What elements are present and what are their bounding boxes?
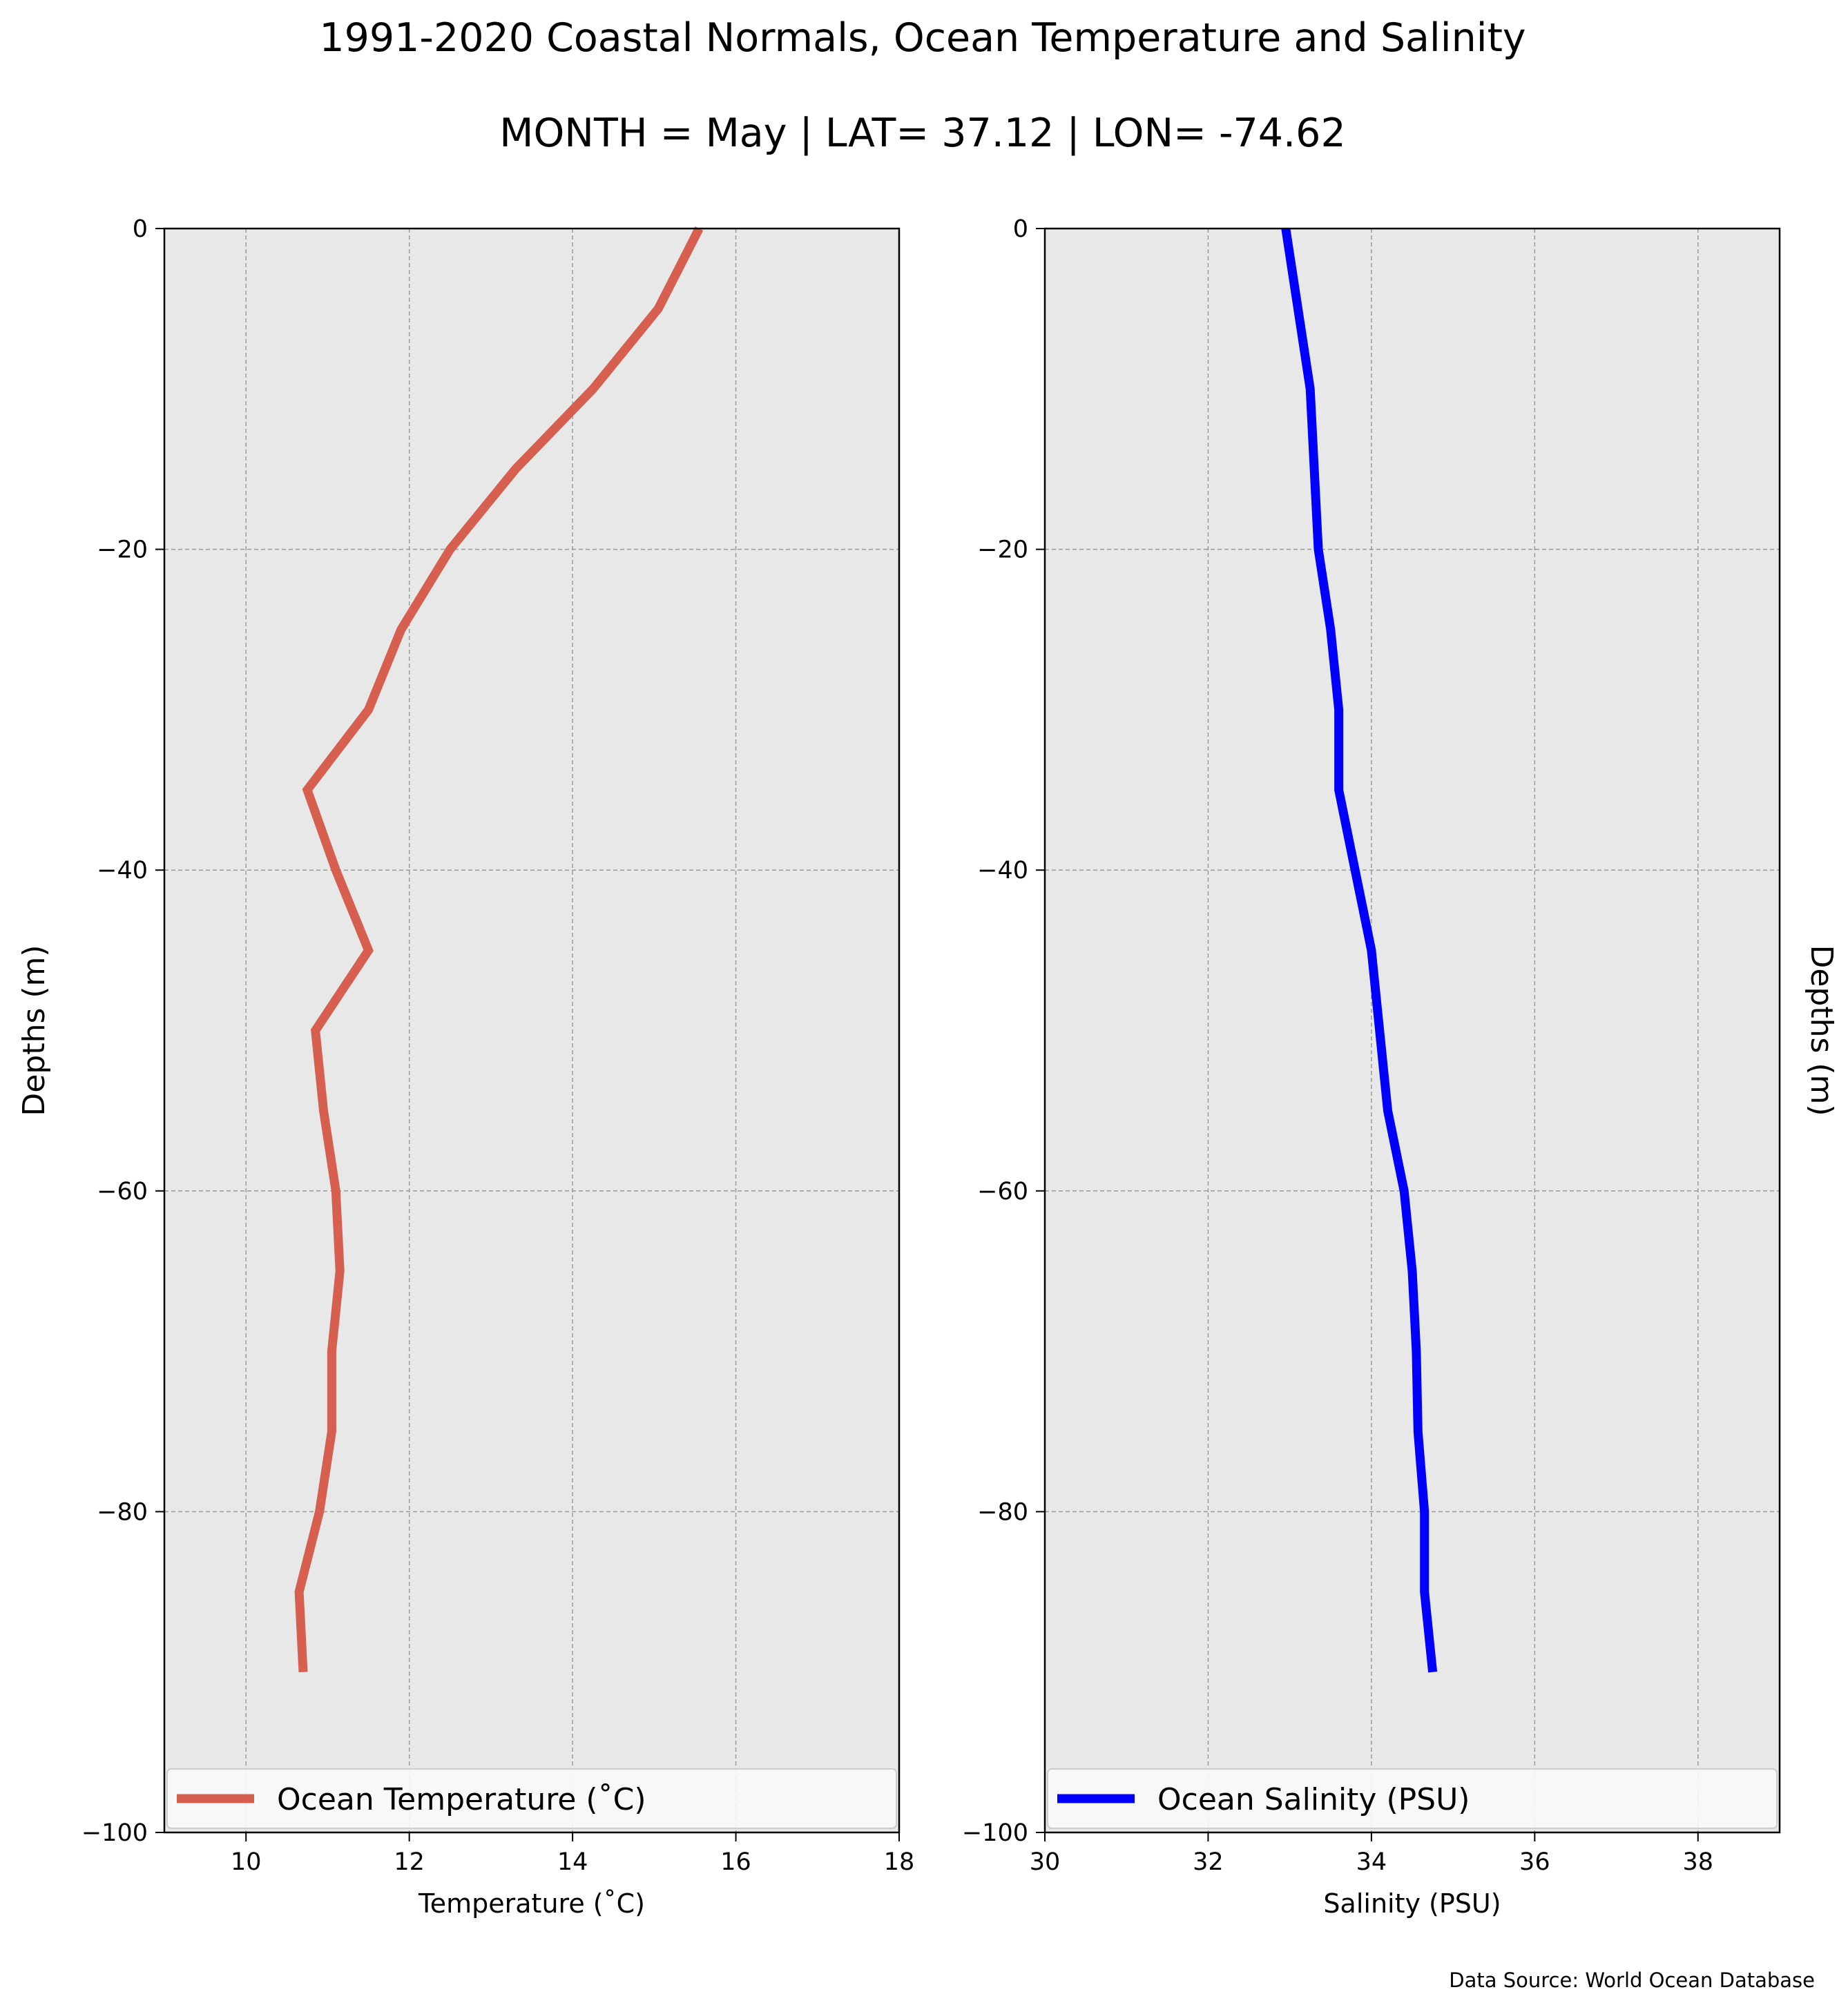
panel-1-legend-label-1: Ocean Temperature (˚C) xyxy=(277,1782,646,1817)
panel-2-frame xyxy=(1043,227,1781,1834)
panel-2-x-tick-label-4: 36 xyxy=(1519,1848,1550,1876)
figure-title: 1991-2020 Coastal Normals, Ocean Tempera… xyxy=(319,15,1525,61)
panel-1-background xyxy=(164,229,899,1832)
panel-1-y-tick-label-1: 0 xyxy=(133,215,148,243)
salinity-panel: Ocean Salinity (PSU) 30 32 34 36 38 0 −20 −40 −60… xyxy=(962,215,1839,1919)
panel-2-x-tick-label-3: 34 xyxy=(1356,1848,1387,1876)
panel-1-x-tick-label-5: 18 xyxy=(884,1848,915,1876)
panel-2-legend-box xyxy=(1047,1768,1778,1829)
panel-1-series-line-1 xyxy=(294,226,704,1673)
panel-1-y-tick-label-3: −40 xyxy=(97,857,148,884)
panel-2-y-axis-label: Depths (m) xyxy=(1804,945,1839,1116)
panel-2-y-tick-label-5: −80 xyxy=(977,1498,1028,1526)
panel-2-y-tick-label-2: −20 xyxy=(977,536,1028,564)
panel-1-y-tick-label-6: −100 xyxy=(81,1819,148,1847)
temperature-panel: Ocean Temperature (˚C) 10 12 14 16 18 0 −20 −40 −… xyxy=(17,215,914,1919)
data-source-note: Data Source: World Ocean Database xyxy=(1449,1968,1815,1992)
panel-2-y-tick-label-3: −40 xyxy=(977,857,1028,884)
panel-1-y-axis-label: Depths (m) xyxy=(17,945,52,1116)
panel-1-y-tick-label-5: −80 xyxy=(97,1498,148,1526)
panel-2-x-tick-label-1: 30 xyxy=(1030,1848,1061,1876)
panel-1-x-tick-label-3: 14 xyxy=(557,1848,588,1876)
panel-2-x-axis-label: Salinity (PSU) xyxy=(1323,1888,1501,1919)
panel-2-y-tick-label-6: −100 xyxy=(962,1819,1028,1847)
panel-1-legend-box xyxy=(166,1768,897,1829)
panel-2-background xyxy=(1045,229,1780,1832)
panel-1-x-axis-label: Temperature (˚C) xyxy=(418,1888,645,1919)
panel-1-x-tick-label-4: 16 xyxy=(720,1848,751,1876)
panel-1-y-tick-label-2: −20 xyxy=(97,536,148,564)
panel-1-x-tick-label-2: 12 xyxy=(394,1848,425,1876)
panel-2-series-line-1 xyxy=(1281,228,1438,1673)
panel-1-x-tick-label-1: 10 xyxy=(231,1848,262,1876)
figure-subtitle: MONTH = May | LAT= 37.12 | LON= -74.62 xyxy=(499,110,1345,156)
panel-2-x-tick-label-2: 32 xyxy=(1193,1848,1224,1876)
panel-2-x-tick-label-5: 38 xyxy=(1683,1848,1714,1876)
panel-1-frame xyxy=(163,227,901,1834)
panel-1-y-tick-label-4: −60 xyxy=(97,1178,148,1206)
panel-2-y-tick-label-4: −60 xyxy=(977,1178,1028,1206)
panel-2-y-tick-label-1: 0 xyxy=(1013,215,1028,243)
panel-2-legend-label-1: Ocean Salinity (PSU) xyxy=(1157,1782,1470,1817)
